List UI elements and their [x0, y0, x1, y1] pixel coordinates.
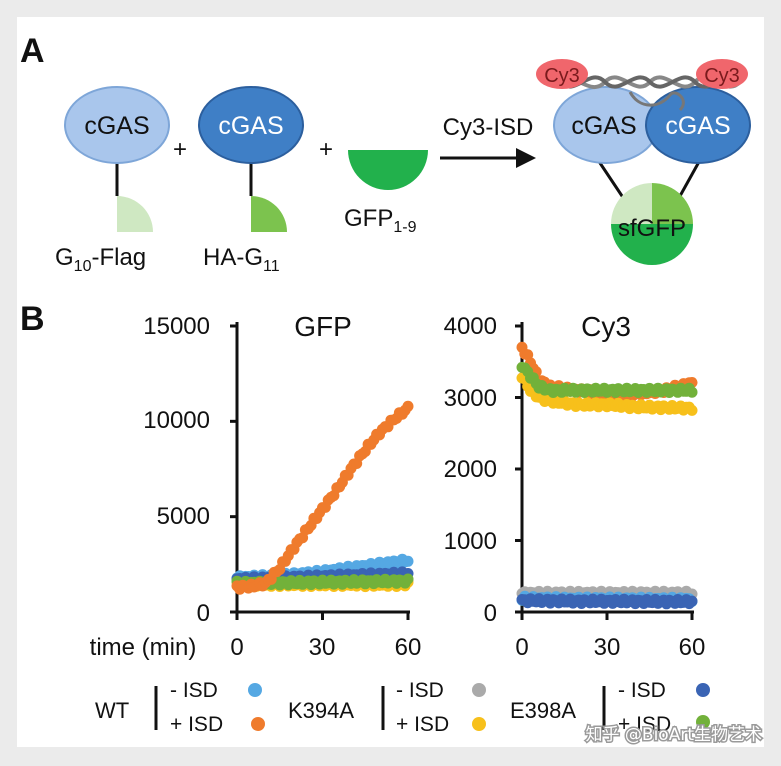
- watermark-outline: 知乎 @BioArt生物艺术: [586, 725, 762, 745]
- cgas-dark-shape: [198, 86, 304, 164]
- legend-wt-plus-marker: [251, 717, 265, 731]
- cy3-series-k394a-isd: [516, 372, 698, 416]
- gfp-1-9-label: GFP1-9: [344, 205, 417, 236]
- cy3-chart: Cy3 4000 3000 2000 1000 0 0 30 60: [444, 311, 706, 661]
- plus-sign-1: +: [173, 136, 187, 163]
- cy3-badge-left: [536, 59, 588, 89]
- complex-cgas-label-1: cGAS: [571, 112, 636, 140]
- panel-a-label: A: [20, 32, 45, 70]
- gfp-x-tick-0: 0: [230, 634, 243, 661]
- cy3-y-tick-1000: 1000: [444, 528, 497, 555]
- gfp-1-9-shape: [348, 150, 428, 190]
- cy3-y-tick-labels: 4000 3000 2000 1000 0: [444, 313, 497, 627]
- cy3-y-tick-2000: 2000: [444, 456, 497, 483]
- cy3-y-tick-3000: 3000: [444, 385, 497, 412]
- cy3-badge-right-label: Cy3: [704, 65, 740, 87]
- cy3-badge-right: [696, 59, 748, 89]
- gfp-point: [402, 400, 414, 412]
- gfp-x-tick-60: 60: [395, 634, 422, 661]
- legend-wt-plus-label: + ISD: [170, 713, 223, 736]
- gfp-y-tick-10000: 10000: [143, 407, 210, 434]
- cgas-label-2: cGAS: [218, 112, 283, 140]
- cy3-point: [686, 386, 698, 398]
- cy3-series-e398a-isd: [516, 593, 698, 610]
- cy3-point: [686, 404, 698, 416]
- legend-k394a-name: K394A: [288, 698, 354, 723]
- cy3-x-tick-labels: 0 30 60: [515, 634, 705, 661]
- legend-k394a-plus-marker: [472, 717, 486, 731]
- legend-e398a-name: E398A: [510, 698, 576, 723]
- arrow-label: Cy3-ISD: [443, 114, 534, 141]
- legend-wt-minus-label: - ISD: [170, 679, 218, 702]
- legend-k394a-minus-marker: [472, 683, 486, 697]
- cy3-badge-left-label: Cy3: [544, 65, 580, 87]
- gfp-y-tick-15000: 15000: [143, 313, 210, 340]
- cy3-y-tick-0: 0: [484, 600, 497, 627]
- legend-e398a-minus-marker: [696, 683, 710, 697]
- legend-e398a-minus-label: - ISD: [618, 679, 666, 702]
- sfgfp-shape: [611, 183, 693, 265]
- cy3-x-tick-60: 60: [679, 634, 706, 661]
- gfp-point: [402, 555, 414, 567]
- complex-cgas-label-2: cGAS: [665, 112, 730, 140]
- cgas-label-1: cGAS: [84, 112, 149, 140]
- g11-fragment-shape: [251, 196, 287, 232]
- gfp-chart: GFP 15000 10000 5000 0 0 30 60: [143, 311, 421, 661]
- legend-k394a-plus-label: + ISD: [396, 713, 449, 736]
- watermark: 知乎 @BioArt生物艺术 知乎 @BioArt生物艺术: [584, 724, 763, 747]
- cy3-series-e398a-isd: [516, 361, 698, 398]
- legend-e398a-plus-label: + ISD: [618, 713, 671, 736]
- gfp-x-tick-labels: 0 30 60: [230, 634, 421, 661]
- cy3-point: [686, 595, 698, 607]
- gfp-series-wt-isd: [231, 400, 414, 595]
- gfp-y-tick-labels: 15000 10000 5000 0: [143, 313, 210, 627]
- gfp-y-tick-5000: 5000: [157, 503, 210, 530]
- legend: WT - ISD + ISD K394A - ISD + ISD E398A -…: [95, 679, 710, 736]
- gfp-y-tick-0: 0: [197, 600, 210, 627]
- reaction-arrow-head: [516, 148, 536, 168]
- sfgfp-label: sfGFP: [618, 215, 686, 242]
- legend-e398a-plus-marker: [696, 715, 710, 729]
- cy3-y-tick-4000: 4000: [444, 313, 497, 340]
- cy3-x-tick-0: 0: [515, 634, 528, 661]
- time-axis-label: time (min): [90, 634, 197, 661]
- legend-wt-minus-marker: [248, 683, 262, 697]
- cy3-chart-title: Cy3: [581, 311, 631, 342]
- cy3-x-tick-30: 30: [594, 634, 621, 661]
- gfp-chart-title: GFP: [294, 311, 352, 342]
- complex-cgas-dark: [645, 86, 751, 164]
- g10-fragment-shape: [117, 196, 153, 232]
- watermark-text: 知乎 @BioArt生物艺术: [586, 725, 762, 745]
- g10-flag-label: G10-Flag: [55, 244, 146, 275]
- legend-wt-name: WT: [95, 698, 129, 723]
- legend-k394a-minus-label: - ISD: [396, 679, 444, 702]
- cgas-light-shape: [64, 86, 170, 164]
- plus-sign-2: +: [319, 136, 333, 163]
- gfp-point: [402, 573, 414, 585]
- panel-b-label: B: [20, 300, 45, 338]
- gfp-x-tick-30: 30: [309, 634, 336, 661]
- ha-g11-label: HA-G11: [203, 244, 280, 275]
